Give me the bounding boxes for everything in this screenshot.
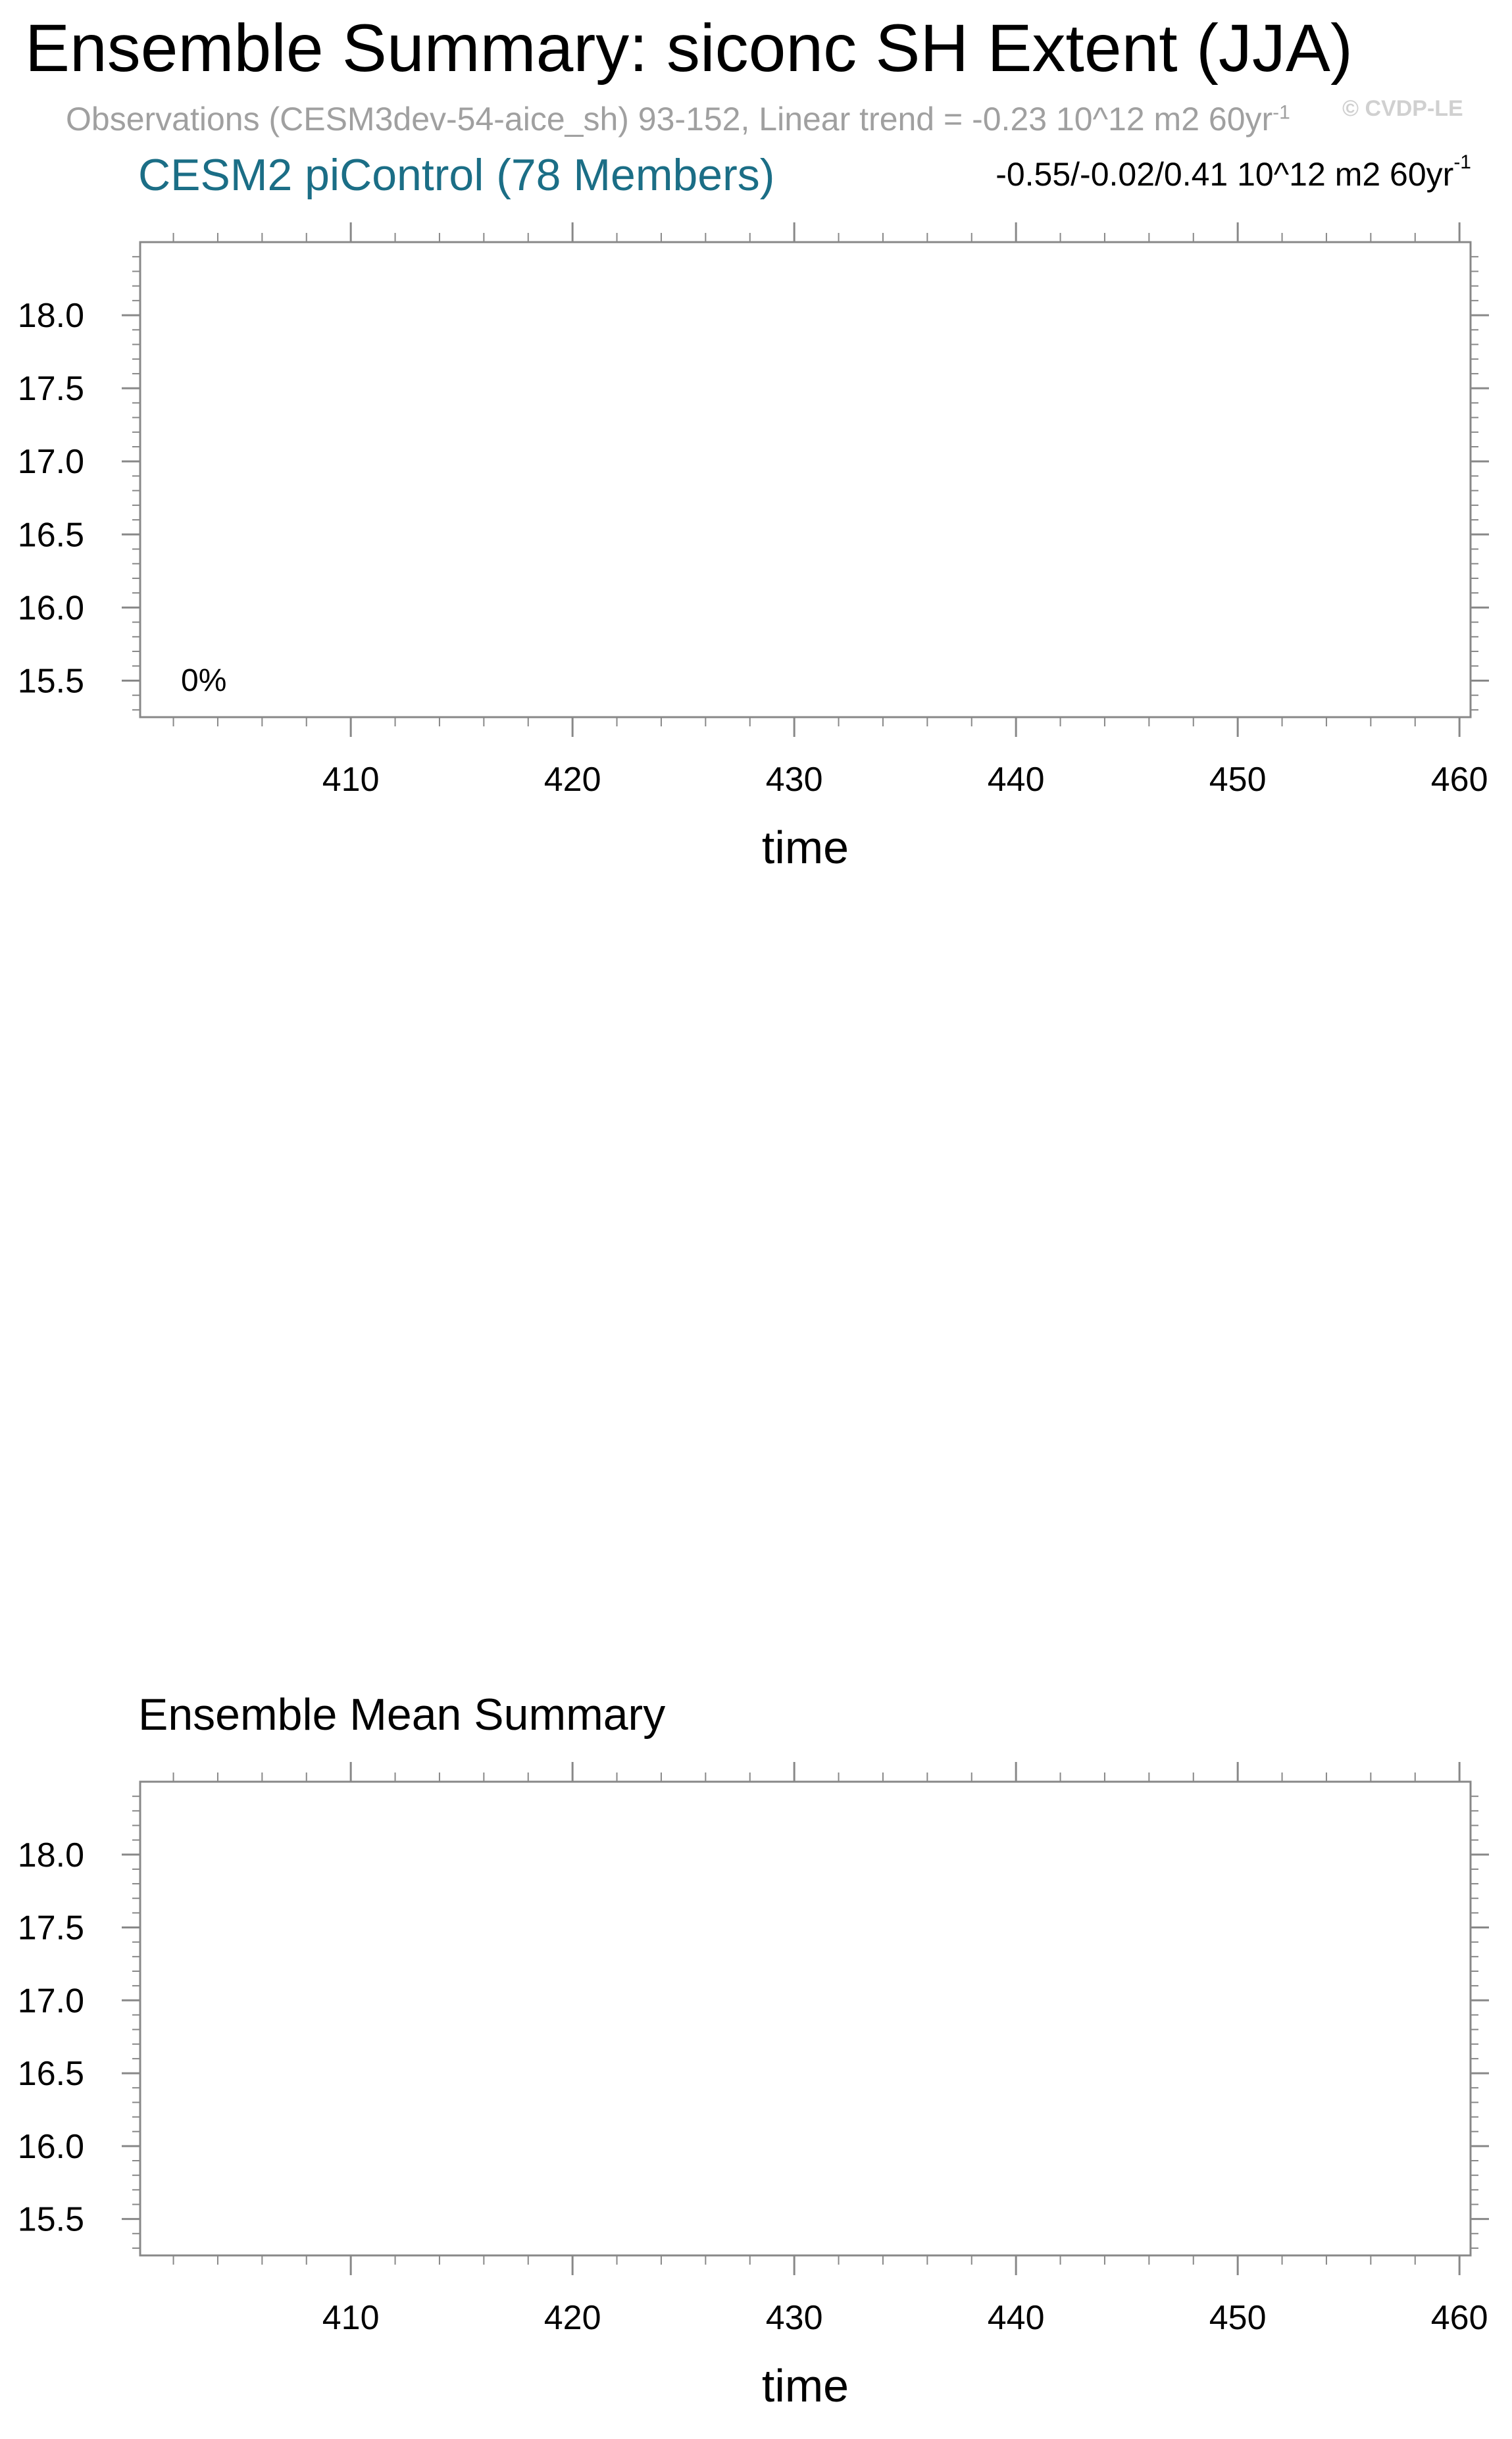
subtitle-exponent: -1	[1273, 101, 1290, 124]
observations-subtitle: Observations (CESM3dev-54-aice_sh) 93-15…	[66, 103, 1290, 136]
panel2-x-tick-label: 450	[1209, 2299, 1267, 2337]
panel1-x-axis-label: time	[762, 822, 849, 873]
panel2-x-axis-label: time	[762, 2360, 849, 2411]
panel1-plot-frame	[139, 241, 1472, 718]
panel2-y-tick-label: 16.5	[18, 2055, 84, 2093]
panel1-x-tick-label: 440	[988, 761, 1045, 799]
panel2-y-tick-label: 17.5	[18, 1909, 84, 1948]
panel1-percent-annotation: 0%	[181, 663, 226, 698]
panel1-title: CESM2 piControl (78 Members)	[138, 150, 775, 200]
watermark: © CVDP-LE	[1342, 96, 1463, 121]
panel1-x-tick-label: 450	[1209, 761, 1267, 799]
panel2-x-tick-label: 440	[988, 2299, 1045, 2337]
panel1-x-tick-label: 430	[766, 761, 823, 799]
panel2-x-tick-label: 460	[1431, 2299, 1488, 2337]
panel1-stats-text: -0.55/-0.02/0.41 10^12 m2 60yr	[995, 156, 1454, 193]
panel1-trend-stats: -0.55/-0.02/0.41 10^12 m2 60yr-1	[995, 153, 1471, 193]
panel1-y-tick-label: 17.0	[18, 443, 84, 481]
panel2-x-tick-label: 420	[544, 2299, 601, 2337]
panel1-y-tick-label: 15.5	[18, 662, 84, 700]
panel2-x-tick-label: 430	[766, 2299, 823, 2337]
panel2-title: Ensemble Mean Summary	[138, 1690, 666, 1740]
panel1-y-tick-label: 16.5	[18, 516, 84, 554]
panel2-plot-frame	[139, 1780, 1472, 2257]
panel1-x-tick-label: 460	[1431, 761, 1488, 799]
panel2-y-tick-label: 18.0	[18, 1836, 84, 1874]
chart-main-title: Ensemble Summary: siconc SH Extent (JJA)	[25, 11, 1353, 86]
panel1-y-tick-label: 18.0	[18, 297, 84, 335]
panel2-y-tick-label: 17.0	[18, 1982, 84, 2020]
panel2-x-tick-label: 410	[322, 2299, 380, 2337]
panel1-stats-exponent: -1	[1453, 151, 1471, 174]
subtitle-text: Observations (CESM3dev-54-aice_sh) 93-15…	[66, 101, 1273, 138]
panel1-y-tick-label: 16.0	[18, 589, 84, 627]
panel2-y-tick-label: 15.5	[18, 2201, 84, 2239]
panel1-y-tick-label: 17.5	[18, 370, 84, 408]
panel1-x-tick-label: 410	[322, 761, 380, 799]
panel1-x-tick-label: 420	[544, 761, 601, 799]
panel2-y-tick-label: 16.0	[18, 2128, 84, 2166]
